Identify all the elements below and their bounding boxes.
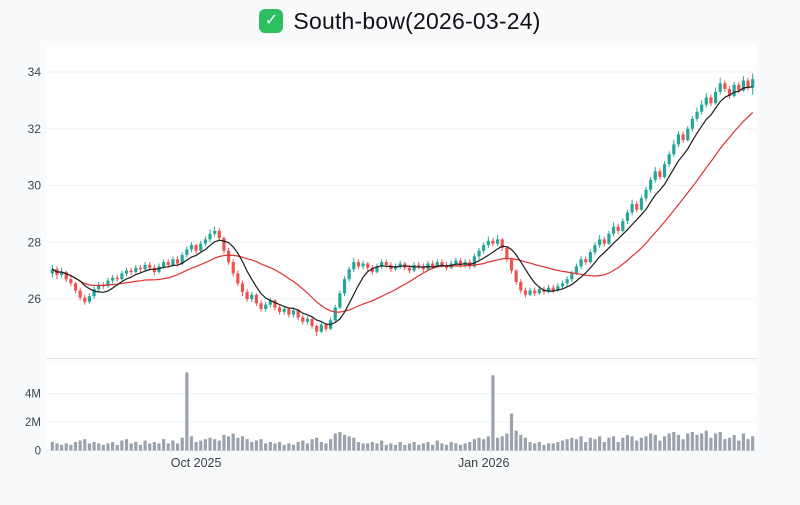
volume-axis-label: 4M (25, 389, 41, 401)
volume-axis-labels: 0 2M 4M (25, 389, 755, 458)
price-axis-labels: 26 28 30 32 34 (28, 65, 42, 306)
page-title: South-bow(2026-03-24) (293, 7, 541, 34)
chart-header: ✓ South-bow(2026-03-24) (0, 4, 800, 38)
y-axis-label: 30 (28, 179, 42, 193)
y-axis-label: 26 (28, 292, 42, 306)
y-axis-label: 34 (28, 65, 42, 79)
check-icon: ✓ (259, 9, 284, 33)
ma-slow-line (51, 112, 754, 313)
ma-fast-line (51, 86, 753, 326)
x-axis-labels: Oct 2025 Jan 2026 (171, 456, 510, 470)
volume-bars (50, 372, 755, 451)
price-gridlines (47, 71, 755, 300)
y-axis-label: 32 (28, 122, 42, 136)
volume-axis-label: 0 (35, 446, 41, 458)
x-axis-label: Jan 2026 (458, 456, 509, 470)
y-axis-label: 28 (28, 235, 42, 249)
x-axis-label: Oct 2025 (171, 456, 222, 470)
volume-axis-label: 2M (25, 417, 41, 429)
volume-panel (46, 363, 756, 451)
price-panel (46, 45, 756, 358)
